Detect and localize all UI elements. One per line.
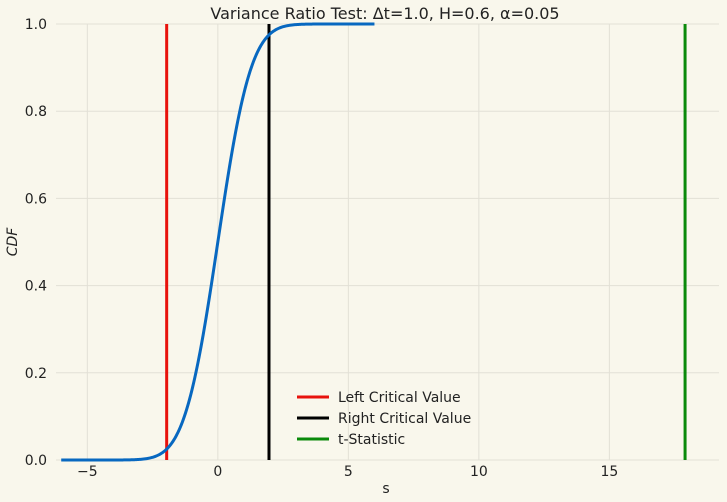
axis-ticks: −5 0 5 10 15 0.0 0.2 0.4 0.6 0.8 1.0 (25, 17, 619, 480)
legend-label-left: Left Critical Value (338, 390, 461, 406)
legend-label-right: Right Critical Value (338, 411, 471, 427)
critical-lines (165, 24, 687, 460)
legend: Left Critical Value Right Critical Value… (297, 390, 471, 448)
cdf-curve-group (61, 22, 375, 462)
y-tick-label: 0.8 (25, 104, 47, 120)
cdf-curve (61, 22, 375, 462)
x-axis-label: s (382, 481, 389, 497)
x-tick-label: 10 (470, 464, 488, 480)
y-tick-label: 1.0 (25, 17, 47, 33)
legend-label-tstat: t-Statistic (338, 432, 405, 448)
x-tick-label: −5 (77, 464, 98, 480)
x-tick-label: 0 (213, 464, 222, 480)
y-tick-label: 0.2 (25, 366, 47, 382)
y-tick-label: 0.0 (25, 453, 47, 469)
x-tick-label: 15 (600, 464, 618, 480)
chart-title: Variance Ratio Test: Δt=1.0, H=0.6, α=0.… (210, 4, 559, 23)
y-tick-label: 0.6 (25, 191, 47, 207)
y-axis-label: CDF (5, 227, 21, 257)
x-tick-label: 5 (344, 464, 353, 480)
y-tick-label: 0.4 (25, 279, 47, 295)
